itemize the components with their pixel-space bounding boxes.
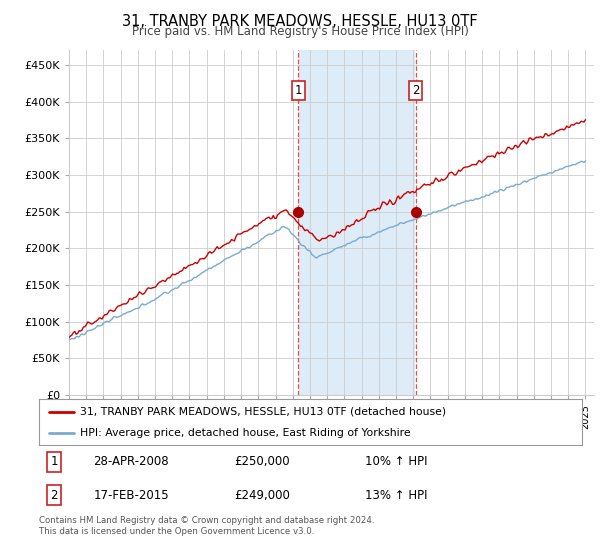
Text: £250,000: £250,000 bbox=[235, 455, 290, 468]
Text: Contains HM Land Registry data © Crown copyright and database right 2024.
This d: Contains HM Land Registry data © Crown c… bbox=[39, 516, 374, 536]
Text: 1: 1 bbox=[50, 455, 58, 468]
Text: 17-FEB-2015: 17-FEB-2015 bbox=[94, 488, 169, 502]
Text: 10% ↑ HPI: 10% ↑ HPI bbox=[365, 455, 427, 468]
Text: 28-APR-2008: 28-APR-2008 bbox=[94, 455, 169, 468]
Text: 31, TRANBY PARK MEADOWS, HESSLE, HU13 0TF (detached house): 31, TRANBY PARK MEADOWS, HESSLE, HU13 0T… bbox=[80, 407, 446, 417]
Text: Price paid vs. HM Land Registry's House Price Index (HPI): Price paid vs. HM Land Registry's House … bbox=[131, 25, 469, 38]
Text: 31, TRANBY PARK MEADOWS, HESSLE, HU13 0TF: 31, TRANBY PARK MEADOWS, HESSLE, HU13 0T… bbox=[122, 14, 478, 29]
Text: £249,000: £249,000 bbox=[235, 488, 290, 502]
Text: 2: 2 bbox=[50, 488, 58, 502]
Text: 2: 2 bbox=[412, 84, 419, 97]
Text: 13% ↑ HPI: 13% ↑ HPI bbox=[365, 488, 427, 502]
Text: HPI: Average price, detached house, East Riding of Yorkshire: HPI: Average price, detached house, East… bbox=[80, 428, 410, 438]
Text: 1: 1 bbox=[295, 84, 302, 97]
